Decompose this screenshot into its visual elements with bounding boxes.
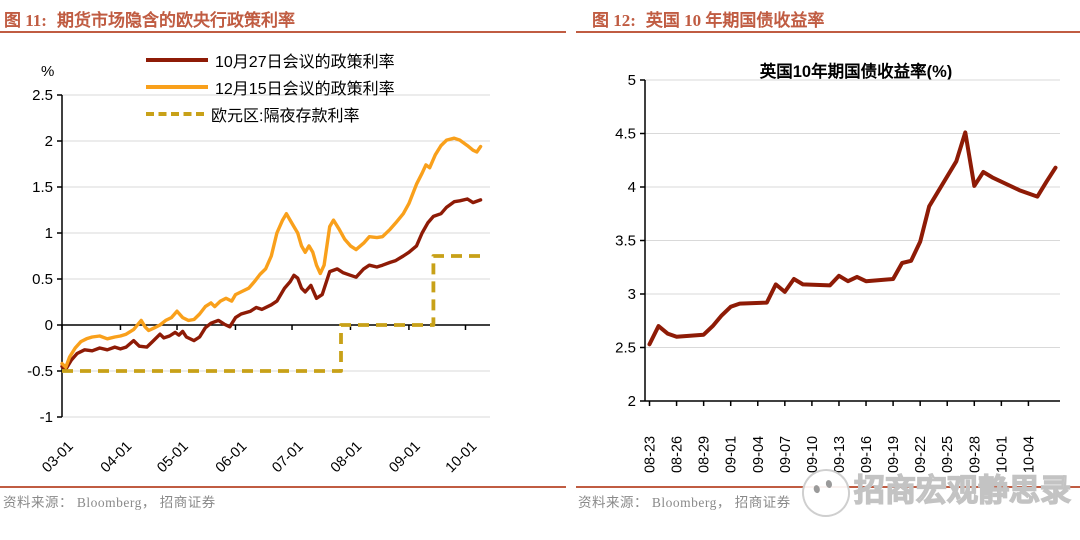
x-tick-label: 03-01 <box>39 439 77 477</box>
y-tick-label: 5 <box>628 72 636 89</box>
legend-label: 12月15日会议的政策利率 <box>215 80 395 98</box>
x-tick-label: 10-01 <box>443 439 481 477</box>
y-tick-label: 2 <box>628 393 636 410</box>
y-tick-label: 1 <box>45 225 53 242</box>
x-tick-label: 04-01 <box>98 439 136 477</box>
right-source-text: 资料来源： Bloomberg， 招商证券 <box>578 495 791 510</box>
x-tick-label: 09-13 <box>832 436 848 473</box>
left-figure-label: 图 11: <box>4 11 47 30</box>
x-tick-label: 09-25 <box>940 436 956 473</box>
x-tick-label: 09-01 <box>386 439 424 477</box>
watermark-text: 招商宏观静思录 <box>853 472 1071 508</box>
y-tick-label: 4 <box>628 179 636 196</box>
x-tick-label: 09-01 <box>724 436 740 473</box>
gold-dashed-line-swatch <box>146 111 204 116</box>
y-tick-label: 3.5 <box>615 233 636 250</box>
y-tick-label: 2.5 <box>615 340 636 357</box>
series-line-2 <box>62 254 481 373</box>
right-figure-label: 图 12: <box>592 11 636 30</box>
wechat-mascot-icon <box>796 463 856 523</box>
mascot-eye <box>825 479 833 489</box>
x-tick-label: 10-01 <box>994 436 1010 473</box>
left-figure-header: 图 11: 期货市场隐含的欧央行政策利率 <box>4 6 295 30</box>
dark-red-line-swatch <box>146 57 208 62</box>
legend-label: 10月27日会议的政策利率 <box>215 53 395 71</box>
uk-10y-gilt-yield-chart: 5 4.5 4 3.5 3 2.5 2 08-23 08-26 08-29 09-01 09-04 09… <box>615 72 1060 473</box>
y-tick-label: 2 <box>45 133 53 150</box>
x-tick-label: 09-16 <box>859 436 875 473</box>
y-tick-label: 1.5 <box>32 179 53 196</box>
series-line-1 <box>60 136 483 369</box>
x-tick-label: 09-28 <box>967 436 983 473</box>
legend-item-deposit-rate: 欧元区:隔夜存款利率 <box>146 100 395 127</box>
x-tick-label: 06-01 <box>213 439 251 477</box>
right-header-rule <box>576 31 1080 33</box>
orange-line-swatch <box>146 84 208 89</box>
y-tick-label: 0 <box>45 317 53 334</box>
right-figure-header: 图 12: 英国 10 年期国债收益率 <box>592 6 824 30</box>
x-tick-label: 08-29 <box>697 436 713 473</box>
y-tick-label: -1 <box>40 409 53 426</box>
right-figure-title: 英国 10 年期国债收益率 <box>645 11 825 30</box>
x-tick-label: 05-01 <box>154 439 192 477</box>
x-tick-label: 09-07 <box>778 436 794 473</box>
ecb-implied-policy-rate-chart: 2.5 2 1.5 1 0.5 0 -0.5 -1 03-01 04-01 05-01 06-01 07… <box>27 87 490 477</box>
x-tick-label: 09-22 <box>913 436 929 473</box>
legend-item-oct27: 10月27日会议的政策利率 <box>146 46 395 73</box>
x-tick-label: 10-04 <box>1021 436 1037 473</box>
x-tick-label: 07-01 <box>269 439 307 477</box>
series-line-0 <box>60 197 483 371</box>
x-tick-label: 08-01 <box>328 439 366 477</box>
y-tick-label: 3 <box>628 286 636 303</box>
left-chart-legend: 10月27日会议的政策利率 12月15日会议的政策利率 欧元区:隔夜存款利率 <box>146 46 395 127</box>
x-tick-label: 09-10 <box>805 436 821 473</box>
mascot-eye <box>812 484 821 494</box>
series-line-0 <box>647 130 1058 347</box>
x-tick-label: 09-19 <box>886 436 902 473</box>
x-tick-label: 08-26 <box>670 436 686 473</box>
legend-label: 欧元区:隔夜存款利率 <box>211 107 360 125</box>
y-tick-label: 4.5 <box>615 126 636 143</box>
y-tick-label: 0.5 <box>32 271 53 288</box>
left-footer-rule <box>0 486 566 488</box>
x-tick-label: 08-23 <box>643 436 659 473</box>
left-chart-unit-label: % <box>41 63 55 80</box>
left-source-text: 资料来源： Bloomberg， 招商证券 <box>3 495 216 510</box>
legend-item-dec15: 12月15日会议的政策利率 <box>146 73 395 100</box>
y-tick-label: 2.5 <box>32 87 53 104</box>
x-tick-label: 09-04 <box>751 436 767 473</box>
left-header-rule <box>0 31 566 33</box>
watermark: 招商宏观静思录 <box>796 461 1080 525</box>
left-figure-title: 期货市场隐含的欧央行政策利率 <box>56 11 295 30</box>
right-chart-title: 英国10年期国债收益率(%) <box>759 63 953 81</box>
y-tick-label: -0.5 <box>27 363 53 380</box>
